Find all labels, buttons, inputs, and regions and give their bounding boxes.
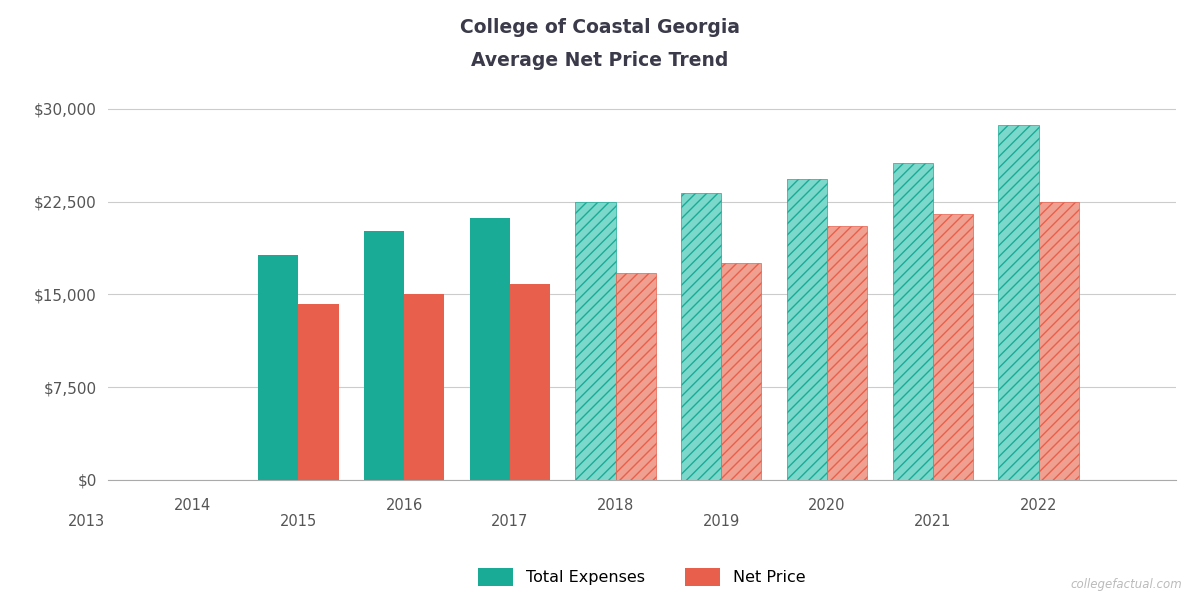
Bar — [469, 218, 510, 480]
Text: College of Coastal Georgia: College of Coastal Georgia — [460, 18, 740, 37]
Bar — [404, 295, 444, 480]
Bar — [510, 284, 550, 480]
Text: 2019: 2019 — [703, 514, 740, 529]
Bar — [258, 255, 299, 480]
Bar — [787, 179, 827, 480]
Text: 2015: 2015 — [280, 514, 317, 529]
Text: 2014: 2014 — [174, 498, 211, 513]
Bar — [616, 274, 655, 480]
Bar — [682, 193, 721, 480]
Bar — [364, 231, 404, 480]
Text: Average Net Price Trend: Average Net Price Trend — [472, 51, 728, 70]
Bar — [827, 226, 868, 480]
Text: 2020: 2020 — [809, 498, 846, 513]
Bar — [1038, 202, 1079, 480]
Bar — [721, 263, 762, 480]
Text: 2018: 2018 — [596, 498, 634, 513]
Bar — [575, 202, 616, 480]
Text: 2021: 2021 — [914, 514, 952, 529]
Text: 2022: 2022 — [1020, 498, 1057, 513]
Bar — [998, 125, 1038, 480]
Text: 2017: 2017 — [491, 514, 528, 529]
Text: 2016: 2016 — [385, 498, 422, 513]
Legend: Total Expenses, Net Price: Total Expenses, Net Price — [472, 561, 812, 592]
Text: 2013: 2013 — [68, 514, 106, 529]
Bar — [893, 163, 932, 480]
Bar — [299, 304, 338, 480]
Text: collegefactual.com: collegefactual.com — [1070, 578, 1182, 591]
Bar — [932, 214, 973, 480]
